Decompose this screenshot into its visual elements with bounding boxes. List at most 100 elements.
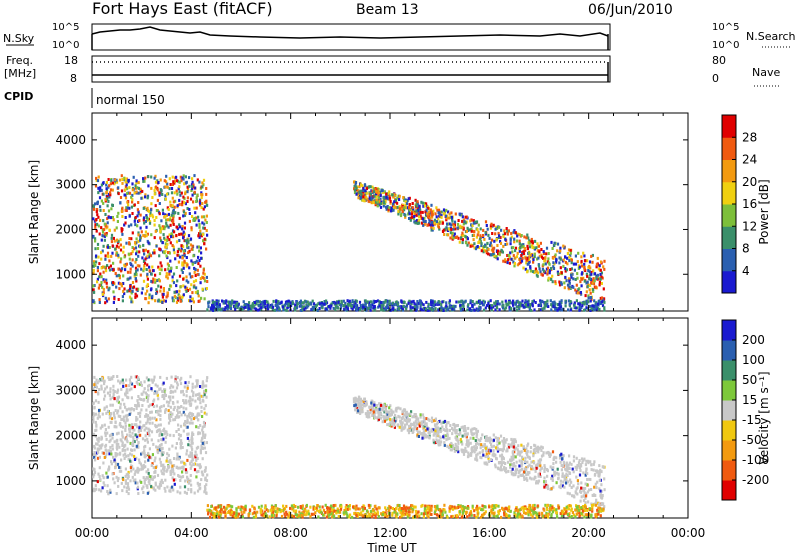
echo-cell xyxy=(457,439,460,443)
echo-cell xyxy=(512,260,515,264)
echo-cell xyxy=(479,234,482,238)
echo-cell xyxy=(568,259,571,263)
echo-cell xyxy=(415,422,419,426)
echo-cell xyxy=(484,306,487,310)
echo-cell xyxy=(147,458,150,462)
echo-cell xyxy=(165,400,169,404)
echo-cell xyxy=(566,283,570,287)
echo-cell xyxy=(186,238,189,242)
echo-cell xyxy=(137,441,140,444)
echo-cell xyxy=(246,305,249,309)
echo-cell xyxy=(381,408,384,412)
echo-cell xyxy=(181,389,184,393)
echo-cell xyxy=(126,391,129,395)
echo-cell xyxy=(411,306,414,310)
echo-cell xyxy=(194,399,197,403)
echo-cell xyxy=(580,457,584,461)
echo-cell xyxy=(274,308,278,312)
echo-cell xyxy=(480,244,483,247)
echo-cell xyxy=(205,384,208,388)
echo-cell xyxy=(581,301,584,305)
echo-cell xyxy=(203,411,206,415)
echo-cell xyxy=(554,280,557,284)
echo-cell xyxy=(454,212,457,216)
echo-cell xyxy=(354,300,357,304)
echo-cell xyxy=(487,456,490,460)
echo-cell xyxy=(172,488,175,492)
echo-cell xyxy=(522,245,525,248)
echo-cell xyxy=(365,191,368,195)
echo-cell xyxy=(204,200,207,204)
echo-cell xyxy=(603,505,606,509)
echo-cell xyxy=(170,384,173,388)
echo-cell xyxy=(589,304,592,308)
echo-cell xyxy=(138,382,141,386)
echo-cell xyxy=(346,299,349,303)
echo-cell xyxy=(98,415,101,419)
echo-cell xyxy=(450,441,453,445)
echo-cell xyxy=(199,424,202,427)
echo-cell xyxy=(143,445,146,449)
echo-cell xyxy=(415,219,418,222)
echo-cell xyxy=(127,487,131,491)
echo-cell xyxy=(428,220,431,224)
echo-cell xyxy=(397,423,400,427)
echo-cell xyxy=(430,210,433,214)
echo-cell xyxy=(181,470,184,474)
echo-cell xyxy=(576,260,579,264)
echo-cell xyxy=(566,252,569,255)
echo-cell xyxy=(137,233,140,237)
echo-cell xyxy=(121,215,124,218)
echo-cell xyxy=(202,268,205,272)
echo-cell xyxy=(194,186,197,190)
echo-cell xyxy=(397,306,400,310)
echo-cell xyxy=(457,450,460,454)
echo-cell xyxy=(574,306,578,310)
echo-cell xyxy=(543,485,546,489)
echo-cell xyxy=(168,177,171,181)
echo-cell xyxy=(179,378,182,382)
echo-cell xyxy=(469,441,472,445)
echo-cell xyxy=(116,238,119,242)
echo-cell xyxy=(226,304,229,308)
echo-cell xyxy=(178,255,182,259)
echo-cell xyxy=(496,302,499,306)
echo-cell xyxy=(98,283,101,287)
echo-cell xyxy=(404,200,407,204)
echo-cell xyxy=(427,417,430,421)
echo-cell xyxy=(98,447,101,451)
echo-cell xyxy=(106,244,109,248)
echo-cell xyxy=(526,247,529,251)
echo-cell xyxy=(134,241,137,244)
echo-cell xyxy=(475,220,479,224)
echo-cell xyxy=(194,290,197,294)
echo-cell xyxy=(362,193,365,197)
echo-cell xyxy=(407,431,411,435)
echo-cell xyxy=(537,472,540,476)
echo-cell xyxy=(135,279,138,283)
echo-cell xyxy=(124,268,127,272)
echo-cell xyxy=(562,480,565,484)
echo-cell xyxy=(190,183,194,187)
echo-cell xyxy=(177,247,180,251)
echo-cell xyxy=(441,221,444,225)
echo-cell xyxy=(96,456,100,460)
echo-cell xyxy=(477,230,480,234)
echo-cell xyxy=(149,410,152,414)
echo-cell xyxy=(354,304,357,308)
echo-cell xyxy=(344,301,347,305)
echo-cell xyxy=(175,234,178,237)
echo-cell xyxy=(136,268,139,272)
echo-cell xyxy=(542,269,545,273)
echo-cell xyxy=(354,307,358,311)
echo-cell xyxy=(102,451,105,455)
echo-cell xyxy=(139,420,142,424)
colorbar-segment xyxy=(722,115,736,138)
echo-cell xyxy=(422,303,425,307)
echo-cell xyxy=(129,276,132,280)
echo-cell xyxy=(131,448,134,452)
echo-cell xyxy=(389,201,392,205)
echo-cell xyxy=(146,196,149,200)
echo-cell xyxy=(169,405,172,409)
echo-cell xyxy=(482,299,485,303)
